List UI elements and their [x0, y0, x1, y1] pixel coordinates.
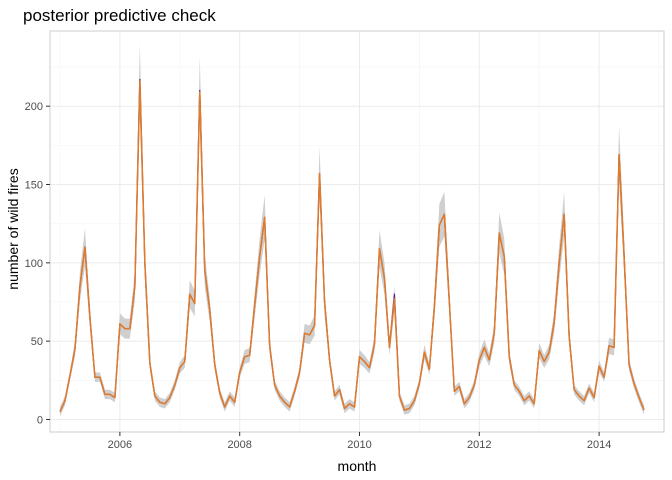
- y-tick-label: 0: [37, 414, 43, 426]
- x-axis-title: month: [338, 458, 377, 474]
- panel-border: [49, 30, 665, 433]
- chart-title: posterior predictive check: [23, 6, 216, 25]
- x-tick-label: 2010: [347, 439, 371, 451]
- x-axis: 2006 2008 2010 2012 2014: [108, 432, 611, 451]
- y-axis-title: number of wild fires: [5, 168, 21, 289]
- x-tick-label: 2014: [587, 439, 611, 451]
- y-tick-label: 150: [25, 180, 43, 192]
- x-tick-label: 2012: [467, 439, 491, 451]
- y-tick-label: 200: [25, 101, 43, 113]
- x-tick-label: 2008: [227, 439, 251, 451]
- y-tick-label: 50: [31, 336, 43, 348]
- predicted-series-line: [59, 80, 645, 412]
- y-tick-label: 100: [25, 258, 43, 270]
- plot-panel: [49, 30, 665, 433]
- y-axis: 0 50 100 150 200: [25, 101, 50, 426]
- x-tick-label: 2006: [108, 439, 132, 451]
